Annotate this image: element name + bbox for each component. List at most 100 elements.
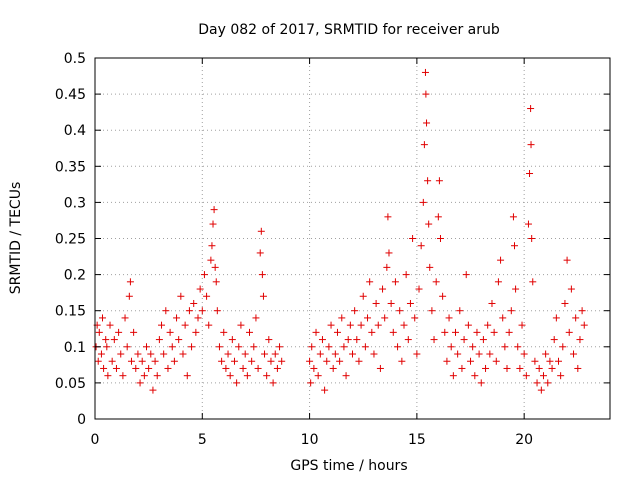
data-point bbox=[239, 364, 247, 372]
data-point bbox=[147, 350, 155, 358]
data-point bbox=[398, 357, 406, 365]
data-point bbox=[126, 278, 134, 286]
data-point bbox=[162, 307, 170, 315]
data-point bbox=[173, 314, 181, 322]
data-point bbox=[535, 364, 543, 372]
data-point bbox=[188, 343, 196, 351]
data-point bbox=[505, 328, 513, 336]
data-point bbox=[404, 336, 412, 344]
data-point bbox=[153, 372, 161, 380]
data-point bbox=[336, 357, 344, 365]
data-point bbox=[492, 357, 500, 365]
data-point bbox=[307, 379, 315, 387]
data-point bbox=[325, 343, 333, 351]
data-point bbox=[196, 285, 204, 293]
data-point bbox=[316, 350, 324, 358]
data-point bbox=[421, 68, 429, 76]
data-point bbox=[415, 285, 423, 293]
data-point bbox=[230, 357, 238, 365]
data-point bbox=[323, 357, 331, 365]
data-point bbox=[509, 213, 517, 221]
data-point bbox=[374, 321, 382, 329]
data-point bbox=[208, 242, 216, 250]
data-point bbox=[327, 321, 335, 329]
data-point bbox=[434, 213, 442, 221]
data-point bbox=[514, 343, 522, 351]
data-point bbox=[563, 256, 571, 264]
y-tick-label: 0.5 bbox=[64, 51, 86, 67]
data-point bbox=[342, 372, 350, 380]
data-point bbox=[425, 220, 433, 228]
data-point bbox=[462, 271, 470, 279]
data-point bbox=[164, 364, 172, 372]
data-point bbox=[123, 343, 131, 351]
data-point bbox=[140, 372, 148, 380]
data-point bbox=[192, 328, 200, 336]
data-point bbox=[355, 357, 363, 365]
data-point bbox=[406, 299, 414, 307]
data-point bbox=[473, 328, 481, 336]
data-point bbox=[119, 372, 127, 380]
data-point bbox=[138, 357, 146, 365]
data-point bbox=[183, 372, 191, 380]
data-point bbox=[351, 307, 359, 315]
data-point bbox=[490, 328, 498, 336]
data-point bbox=[212, 278, 220, 286]
data-point bbox=[209, 220, 217, 228]
data-point bbox=[411, 314, 419, 322]
data-point bbox=[269, 379, 277, 387]
data-point bbox=[136, 379, 144, 387]
data-point bbox=[179, 350, 187, 358]
data-point bbox=[353, 336, 361, 344]
data-point bbox=[115, 328, 123, 336]
data-point bbox=[261, 350, 269, 358]
data-point bbox=[542, 350, 550, 358]
data-point bbox=[256, 249, 264, 257]
y-axis-label: SRMTID / TECUs bbox=[8, 182, 24, 295]
data-point bbox=[527, 105, 535, 113]
data-point bbox=[190, 299, 198, 307]
data-point bbox=[494, 278, 502, 286]
data-point bbox=[387, 299, 395, 307]
data-point bbox=[518, 321, 526, 329]
data-point bbox=[357, 321, 365, 329]
data-point bbox=[578, 307, 586, 315]
data-point bbox=[423, 119, 431, 127]
data-point bbox=[170, 357, 178, 365]
data-point bbox=[499, 314, 507, 322]
data-point bbox=[381, 314, 389, 322]
data-point bbox=[267, 357, 275, 365]
data-point bbox=[252, 314, 260, 322]
data-point bbox=[449, 372, 457, 380]
data-point bbox=[428, 307, 436, 315]
data-point bbox=[121, 314, 129, 322]
y-tick-label: 0.4 bbox=[64, 123, 86, 139]
data-point bbox=[544, 379, 552, 387]
y-tick-label: 0.25 bbox=[55, 232, 86, 248]
data-point bbox=[402, 271, 410, 279]
x-tick-label: 0 bbox=[91, 432, 100, 448]
data-point bbox=[177, 292, 185, 300]
data-point bbox=[537, 386, 545, 394]
data-point bbox=[224, 350, 232, 358]
data-point bbox=[467, 357, 475, 365]
y-tick-label: 0.15 bbox=[55, 304, 86, 320]
data-point bbox=[349, 350, 356, 358]
data-point bbox=[103, 343, 111, 351]
x-axis-ticks: 0 5 10 15 20 bbox=[91, 58, 533, 448]
data-point bbox=[168, 343, 176, 351]
data-point bbox=[391, 278, 399, 286]
x-tick-label: 15 bbox=[408, 432, 426, 448]
data-point bbox=[370, 350, 378, 358]
y-tick-label: 0.35 bbox=[55, 159, 86, 175]
data-point bbox=[198, 307, 206, 315]
data-point bbox=[143, 343, 150, 351]
data-point bbox=[443, 357, 451, 365]
data-point bbox=[384, 213, 392, 221]
data-point bbox=[359, 292, 367, 300]
data-point bbox=[250, 343, 258, 351]
data-point bbox=[561, 299, 569, 307]
data-point bbox=[258, 271, 266, 279]
data-point bbox=[529, 278, 537, 286]
